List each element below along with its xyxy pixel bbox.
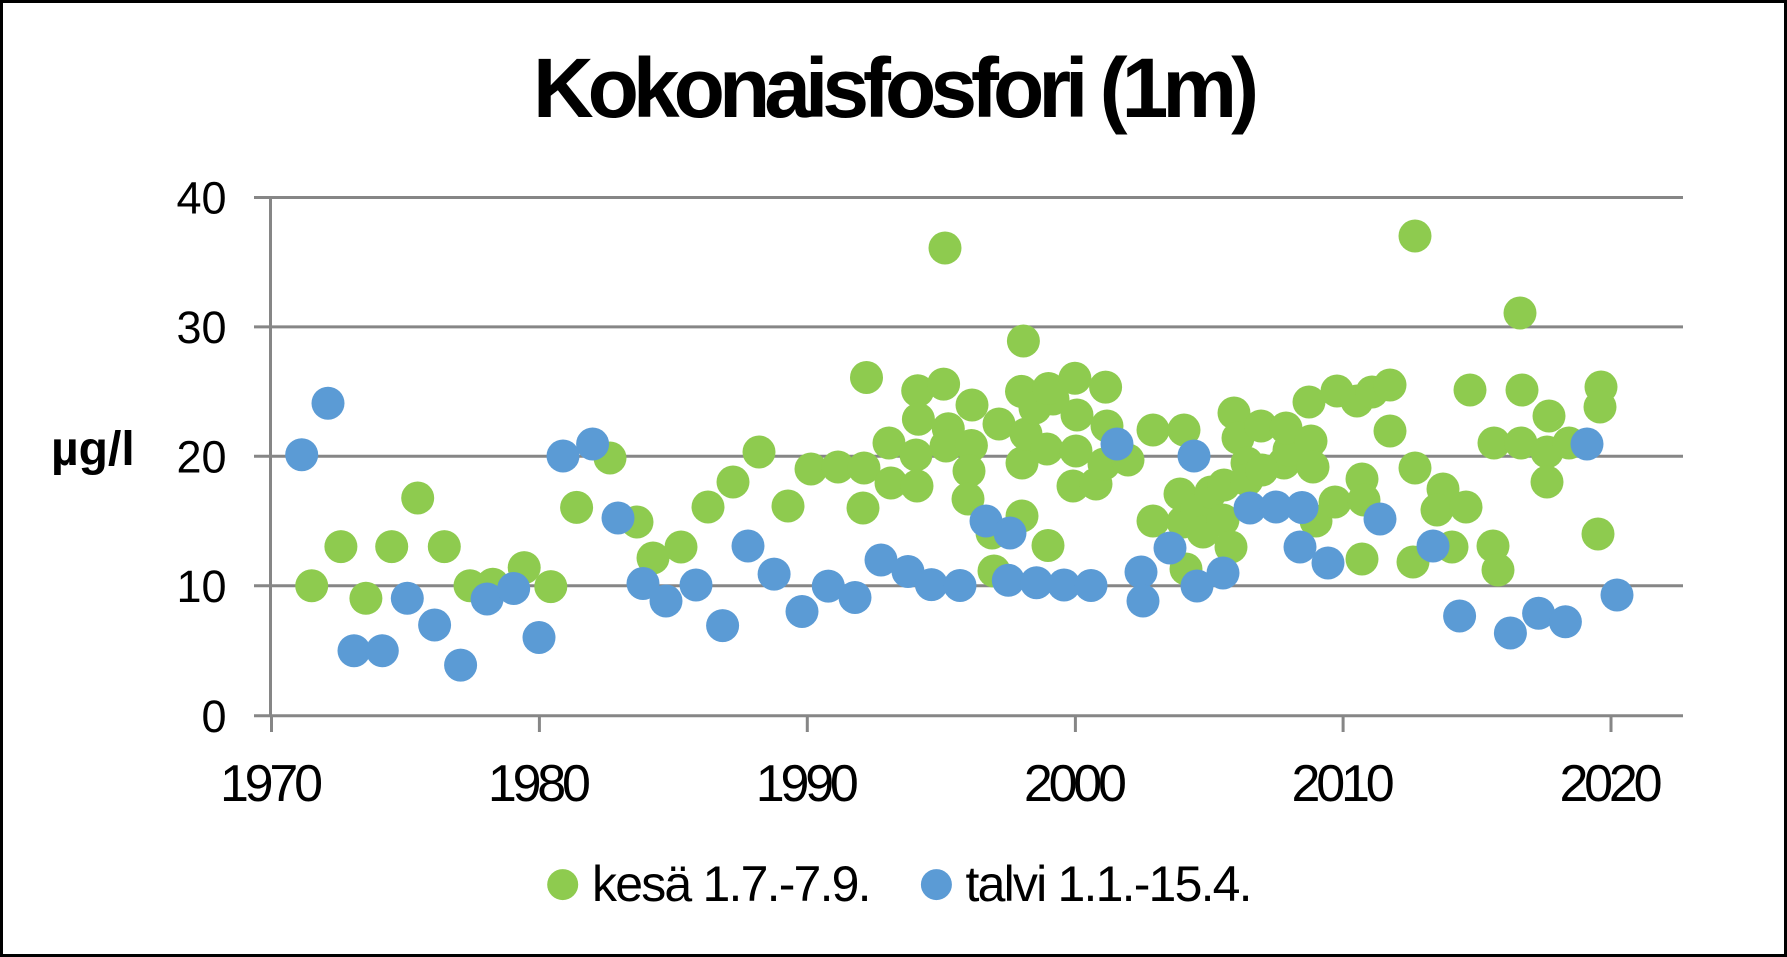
svg-text:talvi 1.1.-15.4.: talvi 1.1.-15.4. [966, 856, 1251, 912]
svg-text:30: 30 [176, 302, 226, 353]
svg-text:10: 10 [176, 561, 226, 612]
svg-text:1970: 1970 [220, 755, 321, 813]
svg-text:0: 0 [201, 691, 226, 742]
svg-text:2010: 2010 [1292, 755, 1393, 813]
svg-text:2000: 2000 [1024, 755, 1125, 813]
svg-text:1980: 1980 [488, 755, 589, 813]
svg-text:1990: 1990 [756, 755, 857, 813]
svg-text:Kokonaisfosfori (1m): Kokonaisfosfori (1m) [533, 41, 1255, 135]
svg-text:20: 20 [176, 431, 226, 482]
svg-text:40: 40 [176, 173, 226, 224]
svg-text:2020: 2020 [1559, 755, 1660, 813]
svg-text:kesä 1.7.-7.9.: kesä 1.7.-7.9. [592, 856, 870, 912]
svg-text:µg/l: µg/l [51, 423, 135, 476]
